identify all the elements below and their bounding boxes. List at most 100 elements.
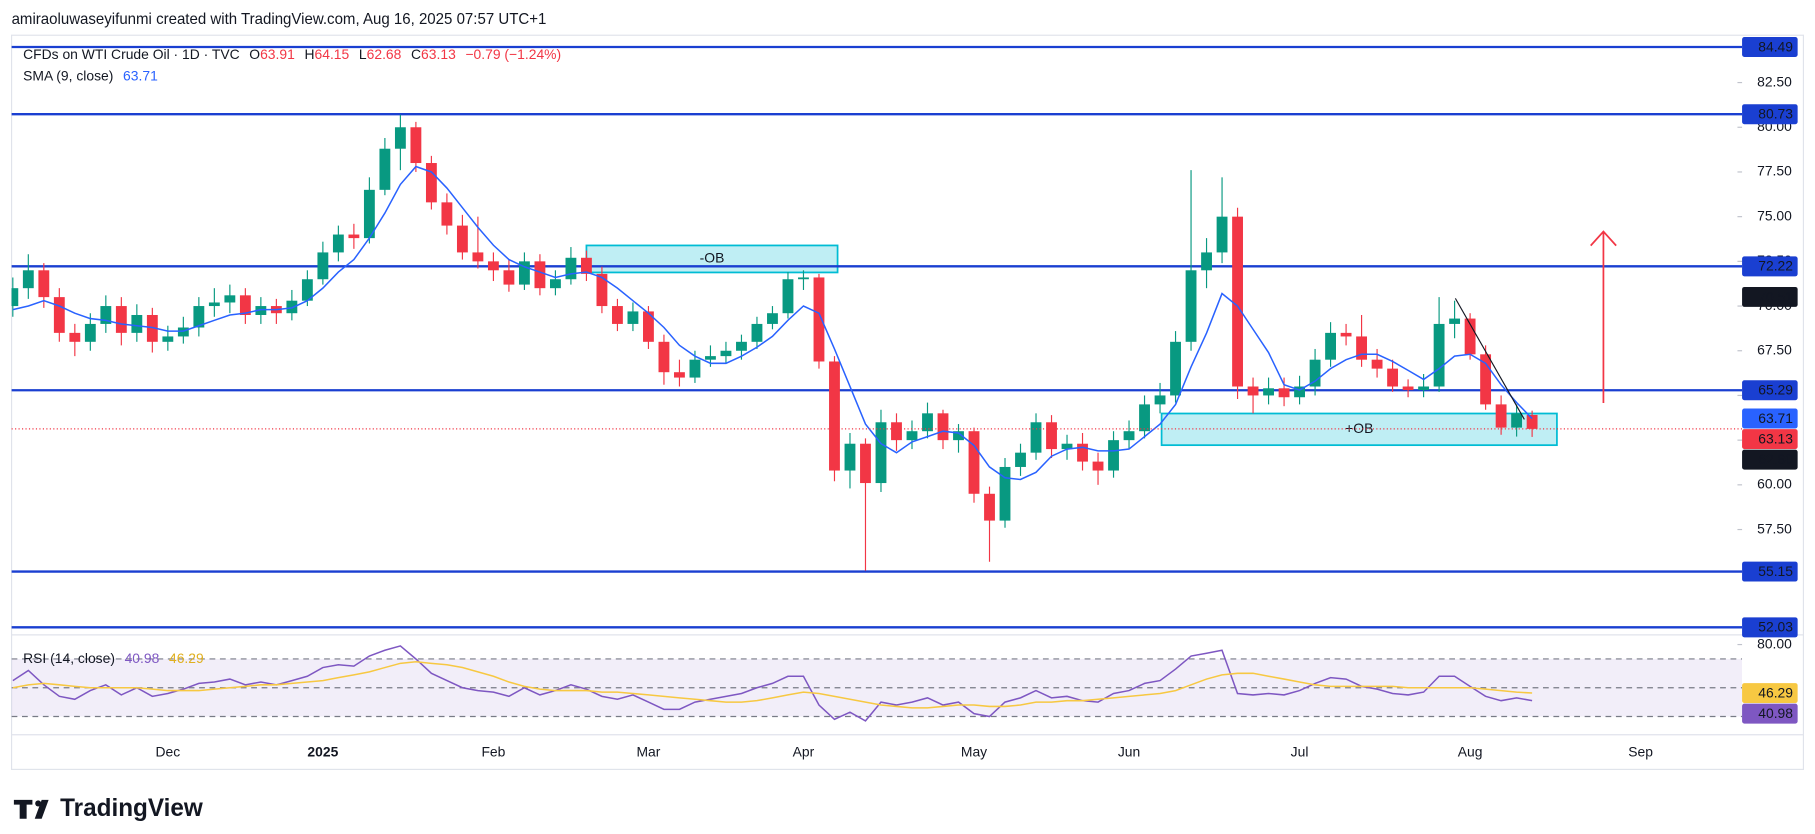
candle-body [674,372,685,378]
candle-body [565,257,577,280]
candle-body [1356,336,1368,360]
candle-body [1526,414,1538,429]
series-line [12,165,1533,481]
candle-body [1511,413,1523,428]
candle-body [1263,388,1274,396]
candle-body [239,295,251,315]
candle-body [456,225,468,253]
candle-body [84,323,96,342]
candle-body [612,306,623,324]
logo-dot [35,800,42,807]
price-badge [1742,408,1798,429]
forecast-arrow [1590,230,1617,403]
attribution: amiraoluwaseyifunmi created with Trading… [12,11,547,28]
price-badge [1742,683,1798,704]
candle-body [425,163,437,203]
candle-body [581,257,592,274]
candle-body [875,422,887,484]
chart-frame [10,34,1805,770]
price-badge [1742,449,1798,470]
candle-body [1015,452,1026,467]
price-badge-label: 80.73 [1758,105,1793,121]
price-badge-label: 70.51 [1758,288,1793,304]
candle-body [813,277,825,362]
order-block-zone [585,244,839,274]
candle-body [255,306,267,315]
x-tick-label: Sep [1628,744,1653,760]
order-block-label: +OB [1345,420,1373,436]
candle-body [1139,404,1150,432]
candle-body [767,313,778,324]
order-block-label: -OB [700,250,725,266]
price-badge [1742,429,1798,450]
price-badge [1742,286,1798,307]
candle-body [317,252,329,280]
candle-body [736,341,747,351]
ohlc-key: H [304,46,314,62]
price-badge-label: 63.13 [1758,430,1793,446]
candle-body [627,311,639,324]
candle-body [1433,323,1445,387]
price-badge-label: 72.22 [1758,258,1793,274]
candle-body [922,413,933,432]
candle-body [1216,216,1228,253]
logo-icon [13,799,49,819]
y-tick-label: 67.50 [1757,341,1792,357]
candle-body [751,323,763,342]
price-badge-label: 63.71 [1758,410,1793,426]
candle-body [953,431,964,441]
candle-body [131,314,143,333]
candle-body [1170,341,1181,396]
candle-body [1123,431,1135,441]
candle-body [1030,422,1042,453]
price-badge [1742,380,1798,401]
candle-body [224,295,236,303]
candle-body [658,341,670,373]
candle-body [860,443,871,484]
candle-body [1418,386,1430,391]
candle-body [193,306,205,328]
candle-body [394,127,406,149]
low-value: 62.68 [367,46,402,62]
ohlc-key: C [411,46,421,62]
candle-body [1309,359,1321,387]
legend: CFDs on WTI Crude Oil · 1D · TVC O63.91 … [23,46,561,666]
high-value: 64.15 [315,46,350,62]
candle-body [1185,270,1197,342]
candle-body [53,297,65,333]
candle-body [891,422,902,441]
price-badge-label: 52.03 [1758,619,1793,635]
y-tick-label: 77.50 [1757,163,1792,179]
candle-body [518,261,530,285]
candle-body [534,261,546,289]
price-badge-label: 65.29 [1758,381,1793,397]
change-value: −0.79 (−1.24%) [465,46,561,62]
price-badge-label: 40.98 [1758,705,1793,721]
price-badge-label: 84.49 [1758,38,1793,54]
price-pane: -OB +OB [11,45,1743,629]
price-badge [1742,561,1798,582]
x-tick-label: Apr [793,744,815,760]
candle-body [503,270,515,285]
candle-body [410,127,422,164]
y-tick-label: 57.50 [1757,520,1792,536]
candle-body [643,311,654,342]
candle-body [115,306,127,333]
candle-body [549,279,561,289]
candle-body [22,270,34,289]
candle-body [1325,332,1336,360]
plot-layer: -OB+OB82.5080.0077.5075.0072.5070.0067.5… [11,37,1798,760]
ohlc-key: L [359,46,367,62]
rsi-value: 40.98 [125,650,160,666]
sma-value: 63.71 [123,67,158,83]
x-tick-label: May [961,744,987,760]
candle-body [782,279,794,314]
y-tick-label: 60.00 [1757,475,1792,491]
candle-body [1247,386,1259,396]
candle-body [1232,216,1243,387]
rsi-title: RSI (14, close) [23,650,115,666]
price-badge [1742,104,1798,125]
candle-body [906,431,918,441]
